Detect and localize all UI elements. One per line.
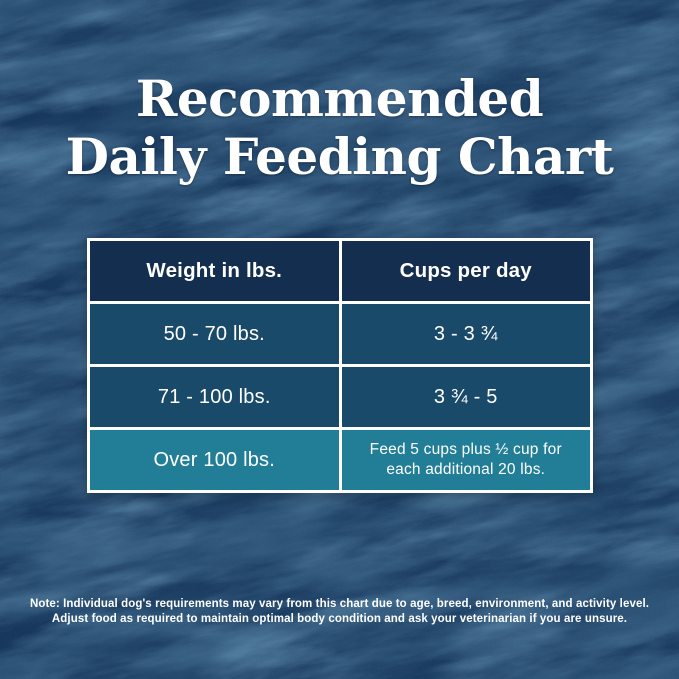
weight-range-cell-1: 50 - 70 lbs. (90, 304, 339, 364)
cups-per-day-cell-2: 3 ¾ - 5 (341, 367, 590, 427)
cups-per-day-cell-1: 3 - 3 ¾ (341, 304, 590, 364)
weight-range-cell-2: 71 - 100 lbs. (90, 367, 339, 427)
feeding-table: Weight in lbs. Cups per day 50 - 70 lbs.… (87, 238, 593, 493)
title-line-2: Daily Feeding Chart (65, 127, 614, 186)
page-title: Recommended Daily Feeding Chart (0, 70, 679, 186)
weight-range-cell-3: Over 100 lbs. (90, 430, 339, 490)
cups-per-day-cell-3: Feed 5 cups plus ½ cup for each addition… (341, 430, 590, 490)
footnote-line-2: Adjust food as required to maintain opti… (51, 613, 628, 625)
column-header-cups: Cups per day (341, 241, 590, 301)
footnote-line-1: Note: Individual dog's requirements may … (29, 598, 650, 610)
title-line-1: Recommended (135, 69, 544, 128)
footnote: Note: Individual dog's requirements may … (0, 597, 679, 627)
column-header-weight: Weight in lbs. (90, 241, 339, 301)
